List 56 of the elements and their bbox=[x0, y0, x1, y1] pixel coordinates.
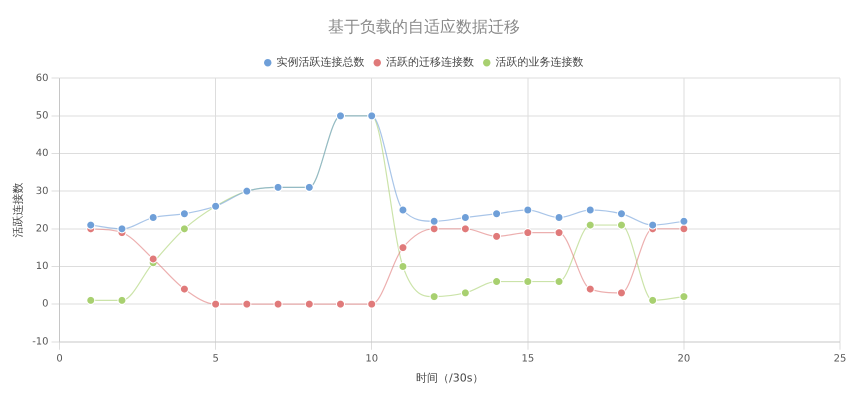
point bbox=[398, 262, 408, 271]
point bbox=[523, 228, 532, 238]
point bbox=[336, 300, 345, 309]
point bbox=[430, 292, 439, 302]
point bbox=[242, 300, 252, 309]
point bbox=[460, 288, 470, 298]
point bbox=[648, 296, 658, 305]
y-tick-label: 30 bbox=[36, 186, 49, 197]
x-tick-label: 20 bbox=[678, 353, 690, 364]
point bbox=[274, 300, 283, 309]
point bbox=[180, 224, 189, 234]
point bbox=[304, 300, 314, 309]
x-tick-label: 25 bbox=[834, 353, 846, 364]
point bbox=[554, 228, 564, 238]
y-tick-label: 60 bbox=[36, 72, 49, 84]
point bbox=[492, 209, 502, 218]
y-tick-label: 40 bbox=[36, 148, 49, 160]
point bbox=[523, 206, 532, 214]
legend-label: 实例活跃连接总数 bbox=[276, 56, 364, 69]
point bbox=[86, 220, 96, 230]
point bbox=[616, 209, 626, 218]
point bbox=[460, 224, 470, 234]
y-tick-label: -10 bbox=[32, 336, 49, 348]
y-axis-title: 活跃连接数 bbox=[11, 182, 24, 238]
x-tick-label: 10 bbox=[365, 353, 378, 364]
x-tick-label: 15 bbox=[521, 353, 534, 364]
y-tick-label: 50 bbox=[36, 110, 49, 122]
point bbox=[180, 209, 189, 218]
legend-label: 活跃的业务连接数 bbox=[495, 56, 584, 69]
point bbox=[586, 220, 595, 230]
point bbox=[679, 216, 688, 226]
point bbox=[86, 296, 96, 305]
point bbox=[492, 232, 502, 241]
point bbox=[648, 220, 658, 230]
point bbox=[586, 206, 595, 214]
legend-label: 活跃的迁移连接数 bbox=[386, 56, 474, 69]
point bbox=[367, 300, 376, 309]
point bbox=[523, 277, 532, 286]
x-axis-title: 时间（/30s） bbox=[416, 371, 484, 384]
chart-title: 基于负载的自适应数据迁移 bbox=[328, 16, 520, 36]
x-tick-label: 0 bbox=[56, 353, 63, 364]
point bbox=[616, 288, 626, 298]
point bbox=[117, 296, 126, 305]
point bbox=[586, 284, 595, 294]
point bbox=[430, 216, 439, 226]
y-tick-label: 20 bbox=[36, 223, 49, 234]
y-tick-label: 10 bbox=[36, 261, 49, 272]
y-tick-label: 0 bbox=[42, 298, 49, 310]
point bbox=[180, 284, 189, 294]
point bbox=[117, 224, 126, 234]
point bbox=[616, 220, 626, 230]
point bbox=[679, 292, 688, 302]
point bbox=[398, 243, 408, 252]
point bbox=[398, 206, 408, 214]
x-tick-label: 5 bbox=[212, 353, 219, 364]
point bbox=[211, 300, 220, 309]
